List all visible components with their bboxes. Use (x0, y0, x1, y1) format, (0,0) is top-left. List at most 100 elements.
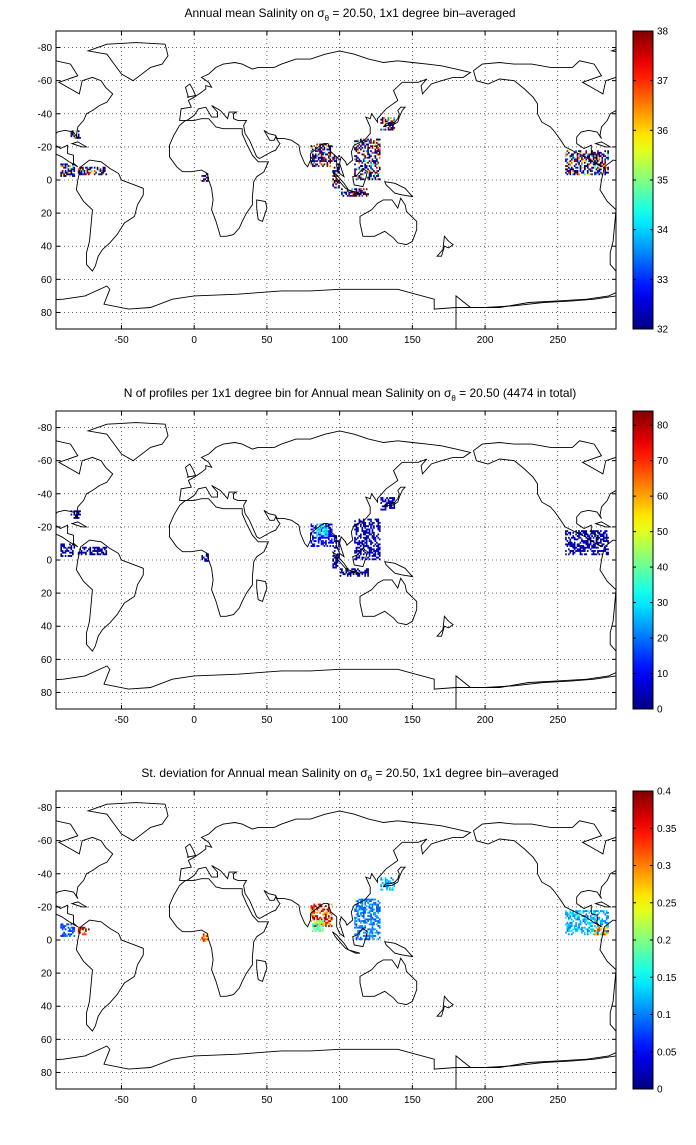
data-bin (605, 915, 608, 918)
data-bin (345, 191, 348, 194)
data-bin (325, 918, 327, 921)
data-bin (368, 153, 371, 156)
data-bin (325, 905, 327, 908)
data-bin (377, 150, 380, 153)
data-bin (310, 915, 313, 918)
data-bin (569, 930, 572, 932)
data-bin (310, 161, 313, 164)
data-bin (578, 915, 580, 918)
data-bin (600, 163, 602, 166)
data-bin (325, 523, 327, 526)
data-bin (358, 168, 361, 171)
data-bin (77, 510, 80, 513)
data-bin (61, 543, 64, 546)
data-bin (99, 553, 102, 556)
data-bin (370, 920, 372, 922)
data-bin (595, 530, 598, 533)
data-bin (367, 918, 369, 921)
data-bin (604, 931, 607, 934)
data-bin (595, 926, 598, 929)
data-bin (362, 553, 365, 556)
data-bin (335, 561, 337, 564)
data-bin (312, 525, 314, 528)
data-bin (604, 158, 607, 161)
data-bin (573, 170, 576, 172)
data-bin (588, 168, 591, 171)
data-bin (597, 931, 599, 934)
data-bin (378, 151, 381, 154)
data-bin (573, 543, 576, 546)
data-bin (607, 168, 609, 171)
data-bin (578, 923, 580, 926)
data-bin (390, 120, 393, 123)
data-bin (362, 550, 365, 552)
data-bin (601, 553, 604, 556)
data-bin (365, 938, 368, 941)
data-bin (386, 883, 388, 886)
data-bin (312, 535, 314, 538)
data-bin (362, 926, 365, 929)
data-bin (592, 930, 595, 932)
data-bin (341, 191, 343, 194)
data-bin (362, 148, 365, 151)
data-bin (345, 569, 348, 572)
data-bin (594, 156, 596, 159)
data-bin (589, 916, 592, 919)
data-bin (377, 173, 380, 176)
data-bin (576, 158, 579, 161)
data-bin (598, 156, 601, 159)
coastline (56, 285, 616, 329)
data-bin (573, 165, 576, 167)
coastline (75, 159, 144, 272)
data-bin (361, 521, 364, 524)
data-bin (105, 553, 108, 556)
data-bin (376, 153, 378, 156)
data-bin (361, 556, 364, 559)
data-bin (579, 155, 582, 158)
data-bin (568, 916, 570, 919)
data-bin (332, 184, 335, 187)
data-bin (329, 911, 332, 914)
data-bin (581, 155, 583, 158)
data-bin (367, 574, 369, 577)
data-bin (361, 191, 364, 194)
data-bin (364, 193, 367, 196)
data-bin (393, 885, 396, 888)
data-bin (361, 558, 364, 561)
data-bin (329, 145, 332, 148)
data-bin (377, 903, 380, 906)
data-bin (358, 158, 361, 161)
data-bin (367, 911, 369, 914)
data-bin (579, 911, 582, 914)
data-bin (79, 136, 81, 139)
data-bin (73, 926, 76, 929)
data-bin (83, 171, 86, 174)
data-bin (601, 153, 604, 156)
data-bin (371, 931, 374, 934)
data-bin (378, 548, 381, 551)
data-bin (387, 880, 390, 883)
data-bin (61, 923, 64, 926)
data-bin (355, 916, 358, 919)
data-bin (205, 933, 208, 936)
data-bin (595, 536, 598, 539)
data-bin (390, 503, 393, 506)
data-bin (313, 928, 316, 931)
data-bin (354, 173, 356, 176)
data-bin (313, 925, 316, 927)
data-bin (584, 916, 586, 919)
data-bin (378, 156, 381, 159)
data-bin (595, 541, 598, 544)
data-bin (86, 550, 89, 552)
data-bin (597, 153, 599, 156)
data-bin (320, 525, 323, 528)
data-bin (570, 160, 573, 162)
data-bin (316, 911, 319, 914)
data-bin (60, 553, 63, 556)
data-bin (370, 138, 372, 141)
data-bin (354, 550, 356, 552)
data-bin (384, 878, 387, 881)
data-bin (573, 916, 576, 919)
data-bin (349, 571, 352, 574)
data-bin (393, 883, 396, 886)
